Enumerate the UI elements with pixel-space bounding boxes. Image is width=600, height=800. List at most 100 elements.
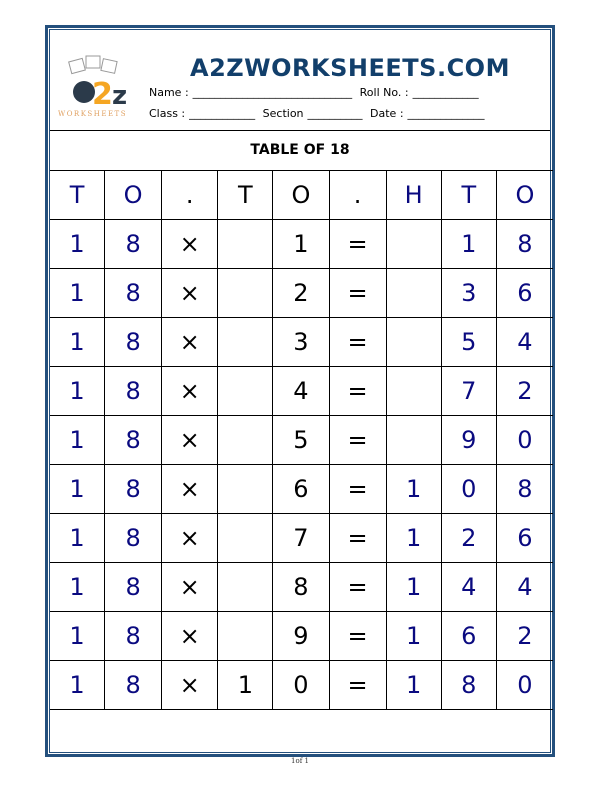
date-label: Date :: [370, 107, 404, 120]
table-cell: [217, 464, 274, 514]
table-cell: 1: [385, 464, 442, 514]
table-cell: 1: [50, 611, 106, 661]
table-cell: 8: [104, 219, 163, 269]
table-cell: 1: [50, 366, 106, 416]
table-cell: 1: [50, 660, 106, 710]
table-cell: ×: [161, 366, 219, 416]
table-cell: [217, 366, 274, 416]
class-field[interactable]: ____________: [189, 107, 256, 120]
table-cell: =: [328, 415, 387, 465]
date-field[interactable]: ______________: [407, 107, 485, 120]
table-cell: [217, 219, 274, 269]
table-row: 1 8 × 8 = 1 4 4: [50, 562, 553, 612]
table-cell: 3: [440, 268, 497, 318]
table-cell: ×: [161, 415, 219, 465]
table-cell: 8: [104, 513, 163, 563]
table-cell: 6: [272, 464, 330, 514]
table-cell: 4: [495, 562, 553, 612]
page-number: 1of 1: [291, 757, 309, 765]
table-cell: 3: [272, 317, 330, 367]
table-cell: 1: [50, 219, 106, 269]
table-row: 1 8 × 6 = 1 0 8: [50, 464, 553, 514]
table-cell: [385, 366, 442, 416]
table-cell: 2: [440, 513, 497, 563]
table-cell: 0: [440, 464, 497, 514]
table-cell: [217, 611, 274, 661]
table-cell: H: [385, 170, 442, 220]
table-cell: ×: [161, 219, 219, 269]
table-cell: .: [161, 170, 219, 220]
section-field[interactable]: __________: [307, 107, 363, 120]
table-cell: 1: [272, 219, 330, 269]
table-cell: O: [272, 170, 330, 220]
table-cell: 1: [440, 219, 497, 269]
table-cell: 2: [272, 268, 330, 318]
svg-text:z: z: [112, 81, 127, 111]
table-cell: T: [440, 170, 497, 220]
roll-field[interactable]: ____________: [412, 86, 479, 99]
section-label: Section: [262, 107, 304, 120]
table-cell: 7: [440, 366, 497, 416]
table-cell: 1: [50, 513, 106, 563]
table-cell: =: [328, 562, 387, 612]
table-row: 1 8 × 3 = 5 4: [50, 317, 553, 367]
table-cell: [385, 317, 442, 367]
table-cell: ×: [161, 464, 219, 514]
table-cell: 0: [495, 415, 553, 465]
table-cell: [385, 219, 442, 269]
table-row: 1 8 × 7 = 1 2 6: [50, 513, 553, 563]
table-cell: ×: [161, 268, 219, 318]
table-cell: 8: [495, 464, 553, 514]
table-cell: T: [50, 170, 106, 220]
table-cell: ×: [161, 317, 219, 367]
table-cell: 1: [50, 268, 106, 318]
table-cell: =: [328, 317, 387, 367]
table-cell: 6: [495, 268, 553, 318]
name-field[interactable]: _____________________________: [192, 86, 353, 99]
table-cell: O: [104, 170, 163, 220]
table-cell: 8: [104, 268, 163, 318]
table-cell: [217, 562, 274, 612]
site-title: A2ZWORKSHEETS.COM: [190, 54, 510, 82]
table-cell: ×: [161, 513, 219, 563]
table-cell: 4: [495, 317, 553, 367]
table-cell: =: [328, 366, 387, 416]
blank-row: [50, 709, 553, 758]
table-cell: =: [328, 660, 387, 710]
table-cell: [217, 317, 274, 367]
table-cell: [217, 513, 274, 563]
table-cell: ×: [161, 611, 219, 661]
table-cell: 1: [385, 660, 442, 710]
table-cell: 6: [495, 513, 553, 563]
table-cell: 4: [272, 366, 330, 416]
table-cell: [217, 415, 274, 465]
table-cell: [217, 268, 274, 318]
table-cell: 8: [440, 660, 497, 710]
table-cell: [385, 415, 442, 465]
table-cell: 5: [272, 415, 330, 465]
table-cell: =: [328, 464, 387, 514]
table-cell: 8: [104, 317, 163, 367]
table-cell: 1: [50, 562, 106, 612]
table-cell: 8: [104, 366, 163, 416]
table-cell: 1: [385, 562, 442, 612]
table-row: 1 8 × 9 = 1 6 2: [50, 611, 553, 661]
table-cell: [385, 268, 442, 318]
table-cell: =: [328, 513, 387, 563]
table-cell: 9: [440, 415, 497, 465]
name-label: Name :: [149, 86, 189, 99]
table-cell: 8: [495, 219, 553, 269]
table-cell: 9: [272, 611, 330, 661]
table-cell: ×: [161, 660, 219, 710]
svg-text:2: 2: [92, 77, 113, 112]
table-cell: ×: [161, 562, 219, 612]
table-cell: .: [328, 170, 387, 220]
table-cell: 8: [104, 660, 163, 710]
table-cell: =: [328, 611, 387, 661]
table-cell: 2: [495, 366, 553, 416]
table-cell: 4: [440, 562, 497, 612]
table-cell: 1: [385, 513, 442, 563]
table-cell: 1: [50, 415, 106, 465]
table-row: 1 8 × 4 = 7 2: [50, 366, 553, 416]
